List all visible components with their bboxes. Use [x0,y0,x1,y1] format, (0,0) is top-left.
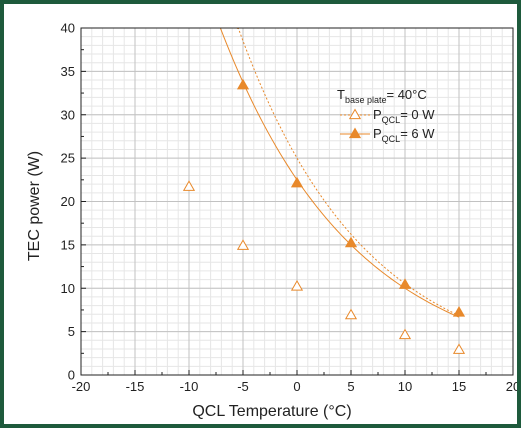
tick-labels: -20 -15 -10 -5 0 5 10 15 20 0 5 10 15 20 25 30 35 40 [61,21,517,395]
legend-marker-6w [348,127,362,139]
x-tick-label: 5 [347,379,354,394]
y-tick-label: 30 [61,107,75,122]
axis-ticks [80,27,514,376]
chart-frame: -20 -15 -10 -5 0 5 10 15 20 0 5 10 15 20 25 30 35 40 QCL … [4,4,517,424]
data-point-6w [236,78,250,90]
y-tick-label: 25 [61,151,75,166]
y-tick-label: 0 [68,368,75,383]
data-point-0w [344,308,358,320]
x-tick-label: 0 [293,379,300,394]
y-tick-label: 10 [61,281,75,296]
legend-marker-0w [348,108,362,120]
y-tick-label: 35 [61,64,75,79]
tec-power-chart: -20 -15 -10 -5 0 5 10 15 20 0 5 10 15 20 25 30 35 40 QCL … [26,21,517,421]
x-axis-title: QCL Temperature (°C) [192,403,351,420]
data-point-0w [236,239,250,250]
data-point-0w [398,328,412,340]
y-tick-label: 5 [68,324,75,339]
x-tick-label: -15 [126,379,145,394]
x-tick-label: 10 [398,379,412,394]
x-tick-label: -20 [72,379,91,394]
x-tick-label: 15 [452,379,466,394]
y-tick-label: 20 [61,194,75,209]
y-tick-label: 40 [61,21,75,36]
legend: Tbase plate= 40°C PQCL= 0 W PQCL= 6 W [337,87,435,144]
fit-curve-6w [219,27,460,318]
legend-label-0w: PQCL= 0 W [373,107,435,125]
data-point-6w [290,176,304,188]
y-axis-title: TEC power (W) [26,151,43,261]
x-tick-label: -10 [180,379,199,394]
data-point-0w [290,280,304,291]
data-point-6w [452,306,466,317]
legend-label-6w: PQCL= 6 W [373,126,435,144]
legend-title: Tbase plate= 40°C [337,87,427,105]
y-tick-label: 15 [61,237,75,252]
data-point-6w [344,236,358,248]
x-tick-label: 20 [506,379,517,394]
x-tick-label: -5 [237,379,249,394]
data-point-6w [398,278,412,289]
data-point-0w [452,343,466,354]
data-markers [182,78,466,354]
data-point-0w [182,180,196,191]
